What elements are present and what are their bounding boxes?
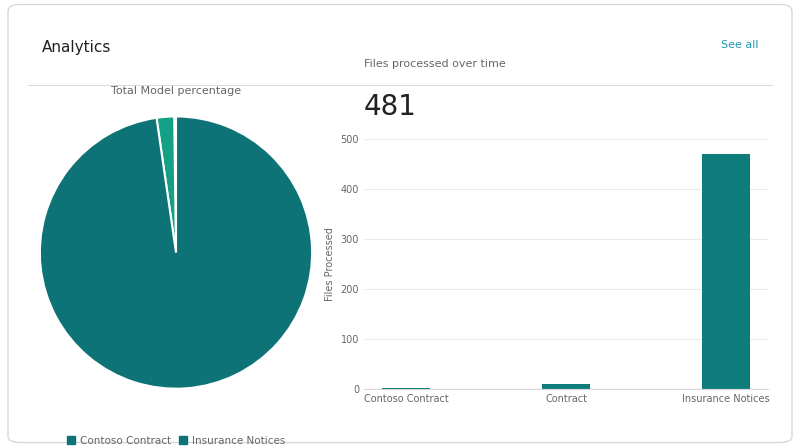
Legend: Contoso Contract, Contract, Insurance Notices: Contoso Contract, Contract, Insurance No… — [65, 434, 287, 447]
Wedge shape — [174, 116, 176, 253]
FancyBboxPatch shape — [8, 4, 792, 443]
Wedge shape — [40, 116, 312, 389]
Title: Total Model percentage: Total Model percentage — [111, 86, 241, 97]
Bar — [542, 384, 590, 389]
Y-axis label: Files Processed: Files Processed — [325, 227, 335, 301]
Text: Analytics: Analytics — [42, 40, 111, 55]
Text: See all: See all — [721, 40, 758, 50]
Text: Files processed over time: Files processed over time — [364, 59, 506, 69]
Bar — [382, 388, 430, 389]
Bar — [702, 154, 750, 389]
Text: 481: 481 — [364, 93, 417, 121]
Wedge shape — [157, 116, 176, 253]
